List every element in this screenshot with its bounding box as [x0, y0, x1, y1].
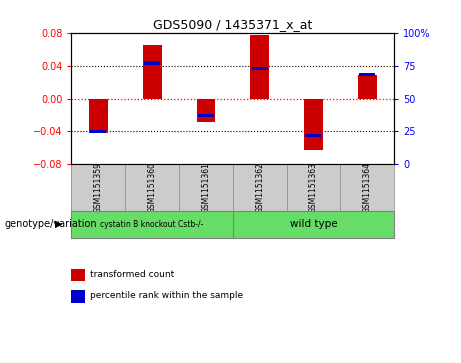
- Bar: [71, 211, 233, 238]
- Text: GSM1151360: GSM1151360: [148, 162, 157, 213]
- Bar: [90, 130, 106, 133]
- Text: GSM1151364: GSM1151364: [363, 162, 372, 213]
- Bar: [252, 66, 268, 70]
- Bar: [358, 76, 377, 98]
- Bar: [196, 98, 215, 122]
- Text: transformed count: transformed count: [90, 270, 174, 278]
- Text: cystatin B knockout Cstb-/-: cystatin B knockout Cstb-/-: [100, 220, 204, 229]
- Text: ▶: ▶: [55, 219, 62, 229]
- Text: GSM1151362: GSM1151362: [255, 162, 264, 213]
- Bar: [306, 134, 321, 137]
- Bar: [250, 35, 269, 98]
- Text: percentile rank within the sample: percentile rank within the sample: [90, 291, 243, 300]
- Bar: [198, 114, 214, 117]
- Bar: [143, 45, 161, 98]
- Bar: [359, 73, 375, 77]
- Bar: [144, 61, 160, 65]
- Text: GSM1151359: GSM1151359: [94, 162, 103, 213]
- Text: wild type: wild type: [290, 219, 337, 229]
- Text: GSM1151361: GSM1151361: [201, 162, 210, 213]
- Text: GSM1151363: GSM1151363: [309, 162, 318, 213]
- Bar: [304, 98, 323, 150]
- Text: genotype/variation: genotype/variation: [5, 219, 97, 229]
- Bar: [89, 98, 108, 133]
- Title: GDS5090 / 1435371_x_at: GDS5090 / 1435371_x_at: [153, 19, 313, 32]
